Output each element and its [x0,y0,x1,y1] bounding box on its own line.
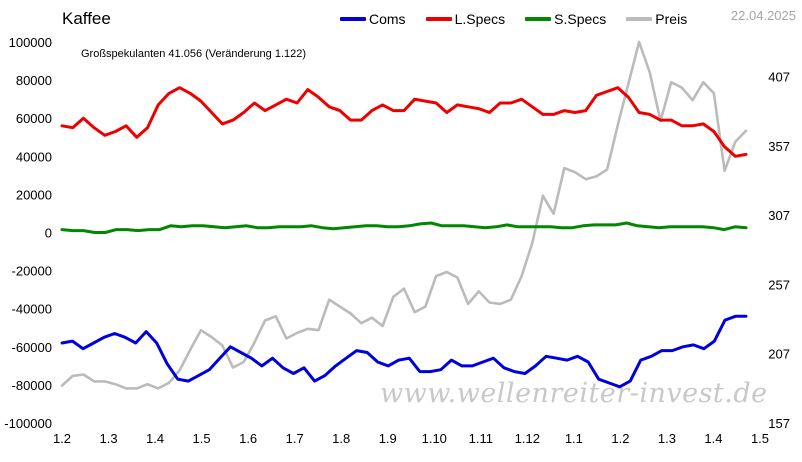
legend-swatch-lspecs [425,17,452,21]
x-tick-label: 1.8 [332,431,350,446]
y-left-tick-label: -100000 [4,416,52,431]
legend-label-preis: Preis [655,11,688,27]
x-tick-label: 1.3 [658,431,676,446]
y-left-tick-label: 100000 [9,35,52,50]
legend-item-lspecs: L.Specs [425,11,506,27]
series-line-sspecs [60,221,748,234]
x-tick-label: 1.10 [422,431,447,446]
y-left-tick-label: 20000 [16,187,52,202]
y-left-tick-label: 40000 [16,149,52,164]
series-line-coms [60,314,748,389]
x-tick-label: 1.5 [193,431,211,446]
legend-label-lspecs: L.Specs [454,11,506,27]
legend-label-coms: Coms [369,11,406,27]
legend-swatch-sspecs [525,17,552,21]
legend-item-sspecs: S.Specs [525,11,606,27]
y-left-tick-label: -20000 [12,264,52,279]
y-left-tick-label: -60000 [12,340,52,355]
y-right-tick-label: 157 [768,416,790,431]
y-left-tick-label: 0 [45,226,52,241]
series-line-preis [60,40,748,390]
x-tick-label: 1.7 [286,431,304,446]
legend-item-coms: Coms [340,11,406,27]
chart-title: Kaffee [62,9,111,28]
x-tick-label: 1.4 [146,431,164,446]
x-tick-label: 1.11 [469,431,493,446]
y-right-tick-label: 407 [768,70,790,85]
legend-swatch-coms [340,17,366,21]
x-tick-label: 1.2 [53,431,71,446]
speculator-annotation: Großspekulanten 41.056 (Veränderung 1.12… [81,48,307,60]
y-right-tick-label: 207 [768,347,790,362]
legend-item-preis: Preis [626,11,687,27]
x-tick-label: 1.5 [751,431,769,446]
y-right-tick-label: 357 [768,139,790,154]
y-right-tick-label: 307 [768,208,790,223]
legend: Coms L.Specs S.Specs Preis [340,10,707,28]
y-left-tick-label: 60000 [16,111,52,126]
y-left-tick-label: -40000 [12,302,52,317]
x-tick-label: 1.1 [565,431,583,446]
x-tick-label: 1.6 [239,431,257,446]
watermark: www.wellenreiter-invest.de [380,378,768,409]
legend-label-sspecs: S.Specs [554,11,607,27]
x-tick-label: 1.2 [611,431,629,446]
x-tick-label: 1.9 [379,431,397,446]
chart-date: 22.04.2025 [730,8,796,23]
y-left-tick-label: -80000 [12,378,52,393]
series-line-lspecs [60,86,748,158]
x-tick-label: 1.3 [99,431,117,446]
x-tick-label: 1.12 [515,431,540,446]
x-tick-label: 1.4 [704,431,722,446]
y-left-tick-label: 80000 [16,73,52,88]
y-right-tick-label: 257 [768,277,790,292]
legend-swatch-preis [626,17,653,21]
